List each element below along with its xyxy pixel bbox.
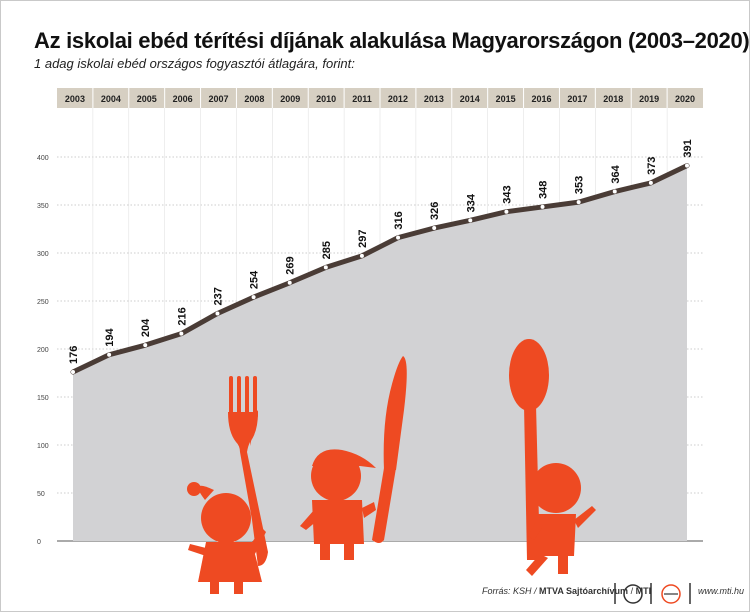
footer-agency: MTI [635, 586, 652, 596]
data-label: 364 [610, 164, 622, 183]
x-tick-label: 2004 [101, 94, 121, 104]
data-point [143, 343, 148, 348]
x-tick-label: 2007 [208, 94, 228, 104]
y-tick-label: 300 [37, 251, 49, 258]
x-tick-label: 2016 [531, 94, 551, 104]
data-point [215, 311, 220, 316]
data-label: 334 [465, 193, 477, 212]
data-label: 326 [429, 202, 441, 220]
x-tick-label: 2020 [675, 94, 695, 104]
data-label: 254 [249, 270, 261, 289]
data-label: 373 [646, 157, 658, 175]
x-tick-label: 2010 [316, 94, 336, 104]
data-label: 297 [357, 230, 369, 248]
x-tick-label: 2013 [424, 94, 444, 104]
data-label: 194 [104, 328, 116, 347]
mti-logo-icon [661, 584, 681, 604]
footer-logos [614, 583, 691, 604]
series-line [70, 163, 690, 375]
knife-icon [372, 356, 407, 543]
x-tick-label: 2005 [137, 94, 157, 104]
x-tick-label: 2003 [65, 94, 85, 104]
girl-figure [187, 482, 266, 594]
chart-subtitle: 1 adag iskolai ebéd országos fogyasztói … [34, 56, 355, 71]
y-tick-label: 400 [37, 155, 49, 162]
data-point [685, 163, 689, 168]
data-label: 204 [140, 318, 152, 337]
cutlery-kids-illustration [187, 339, 596, 594]
chart-title: Az iskolai ebéd térítési díjának alakulá… [34, 28, 750, 53]
footer-source-text: Forrás: KSH / [482, 586, 537, 596]
data-point [396, 235, 401, 240]
x-tick-label: 2014 [460, 94, 480, 104]
year-header-band: 2003 2004 2005 2006 2007 2008 2009 2010 2011 2012… [57, 88, 703, 108]
data-point [540, 204, 545, 209]
x-tick-label: 2008 [244, 94, 264, 104]
x-tick-label: 2009 [280, 94, 300, 104]
data-point [179, 331, 184, 336]
y-tick-label: 0 [37, 539, 41, 546]
x-tick-label: 2011 [352, 94, 372, 104]
data-label-layer: 176 194 204 216 237 254 269 285 297 316 326 334 343 3… [68, 139, 694, 364]
x-tick-label: 2018 [603, 94, 623, 104]
y-tick-label: 200 [37, 347, 49, 354]
data-point [648, 180, 653, 185]
data-label: 353 [574, 176, 586, 194]
x-tick-label: 2006 [173, 94, 193, 104]
footer-website: www.mti.hu [698, 586, 745, 596]
data-label: 176 [68, 346, 80, 364]
data-point [323, 265, 328, 270]
data-point [432, 226, 437, 231]
x-tick-label: 2017 [567, 94, 587, 104]
data-label: 316 [393, 211, 405, 229]
y-tick-label: 150 [37, 395, 49, 402]
y-axis: 0 50 100 150 200 250 300 350 400 [37, 155, 49, 546]
data-point [576, 200, 581, 205]
data-point [107, 352, 112, 357]
y-tick-label: 350 [37, 203, 49, 210]
data-label: 269 [285, 256, 297, 274]
data-label: 348 [538, 181, 550, 199]
y-tick-label: 250 [37, 299, 49, 306]
fork-icon [228, 376, 268, 566]
data-label: 343 [501, 185, 513, 203]
series-line-layer [70, 163, 690, 375]
data-point [359, 253, 364, 258]
data-label: 237 [212, 287, 224, 305]
y-tick-label: 50 [37, 491, 45, 498]
mtva-logo-icon [623, 584, 643, 604]
footer-source: Forrás: KSH / MTVA Sajtóarchívum / MTI [482, 586, 651, 596]
x-tick-label: 2012 [388, 94, 408, 104]
data-label: 285 [321, 241, 333, 259]
data-label: 391 [682, 139, 694, 157]
x-tick-label: 2015 [496, 94, 516, 104]
data-label: 216 [176, 307, 188, 325]
footer-separator: / [630, 586, 634, 596]
data-point [287, 280, 292, 285]
footer-brand: MTVA Sajtóarchívum [539, 586, 629, 596]
child-figure [526, 463, 596, 576]
data-point [468, 218, 473, 223]
data-point [71, 370, 75, 375]
data-point [504, 209, 509, 214]
boy-figure [300, 449, 376, 560]
y-tick-label: 100 [37, 443, 49, 450]
data-point [612, 189, 617, 194]
data-point [251, 295, 256, 300]
x-tick-label: 2019 [639, 94, 659, 104]
